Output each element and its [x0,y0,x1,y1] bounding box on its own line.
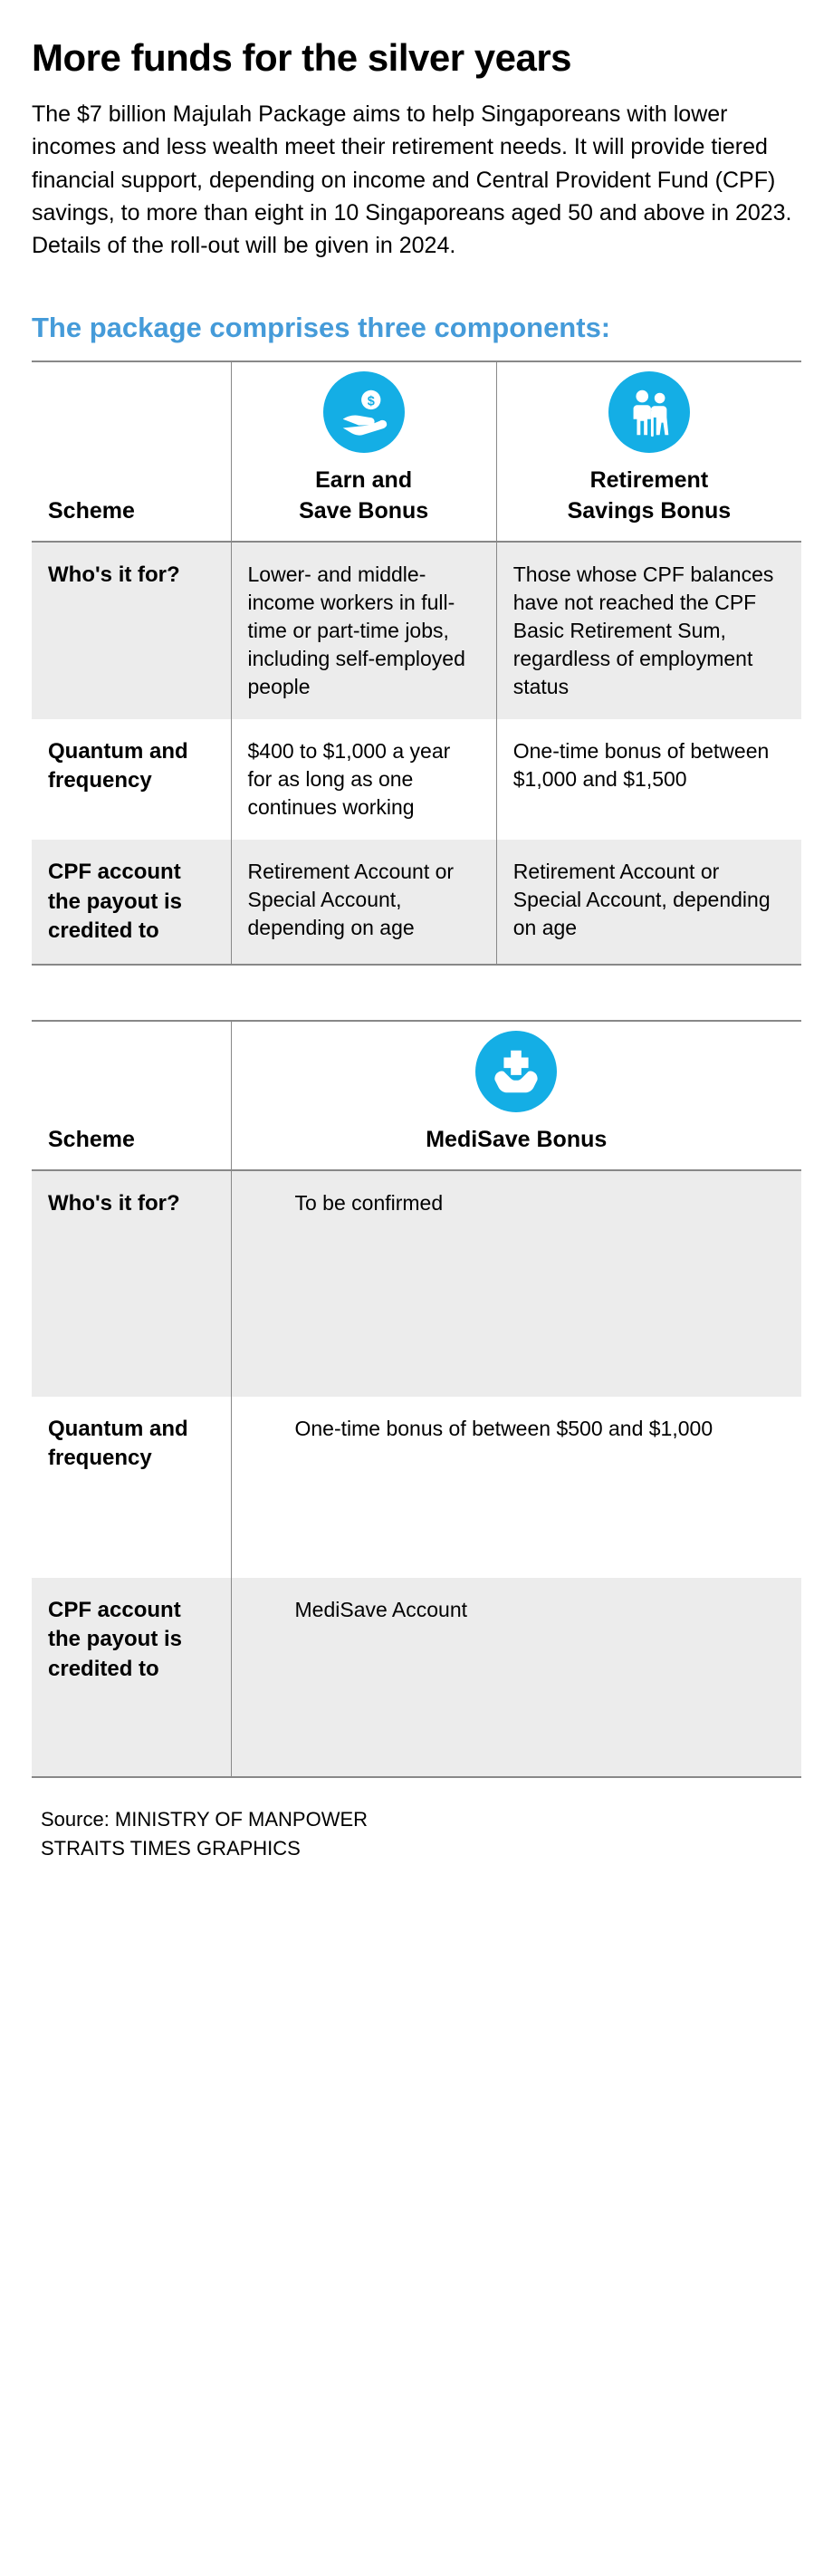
scheme-retirement-name-1: Retirement [513,466,785,496]
page-title: More funds for the silver years [32,36,801,80]
row-label-quantum: Quantum and frequency [32,719,231,840]
scheme-earn-header: $ Earn and Save Bonus [231,361,496,542]
source-line-2: STRAITS TIMES GRAPHICS [41,1834,801,1863]
earn-quantum: $400 to $1,000 a year for as long as one… [231,719,496,840]
retirement-account: Retirement Account or Special Account, d… [496,840,801,965]
row-label-account-2: CPF account the payout is credited to [32,1578,231,1777]
hand-coin-icon: $ [323,371,405,453]
medisave-account: MediSave Account [231,1578,801,1777]
row-label-scheme: Scheme [32,361,231,542]
row-label-scheme-2: Scheme [32,1021,231,1170]
scheme-earn-name-2: Save Bonus [248,496,480,527]
people-support-icon [608,371,690,453]
schemes-table-1: Scheme $ Earn and Save Bonus [32,360,801,966]
scheme-earn-name-1: Earn and [248,466,480,496]
scheme-retirement-name-2: Savings Bonus [513,496,785,527]
row-label-quantum-2: Quantum and frequency [32,1397,231,1578]
medisave-who: To be confirmed [231,1170,801,1397]
source-line-1: Source: MINISTRY OF MANPOWER [41,1805,801,1834]
schemes-table-2: Scheme MediSave Bonus Who's it for? To b… [32,1020,801,1778]
intro-paragraph: The $7 billion Majulah Package aims to h… [32,98,801,262]
earn-account: Retirement Account or Special Account, d… [231,840,496,965]
row-label-who: Who's it for? [32,542,231,719]
scheme-retirement-header: Retirement Savings Bonus [496,361,801,542]
retirement-quantum: One-time bonus of between $1,000 and $1,… [496,719,801,840]
section-title: The package comprises three components: [32,312,801,344]
row-label-who-2: Who's it for? [32,1170,231,1397]
scheme-medisave-header: MediSave Bonus [231,1021,801,1170]
retirement-who: Those whose CPF balances have not reache… [496,542,801,719]
row-label-account: CPF account the payout is credited to [32,840,231,965]
scheme-medisave-name: MediSave Bonus [248,1125,786,1156]
medisave-quantum: One-time bonus of between $500 and $1,00… [231,1397,801,1578]
svg-text:$: $ [367,395,374,409]
medical-hands-icon [475,1031,557,1112]
earn-who: Lower- and middle-income workers in full… [231,542,496,719]
